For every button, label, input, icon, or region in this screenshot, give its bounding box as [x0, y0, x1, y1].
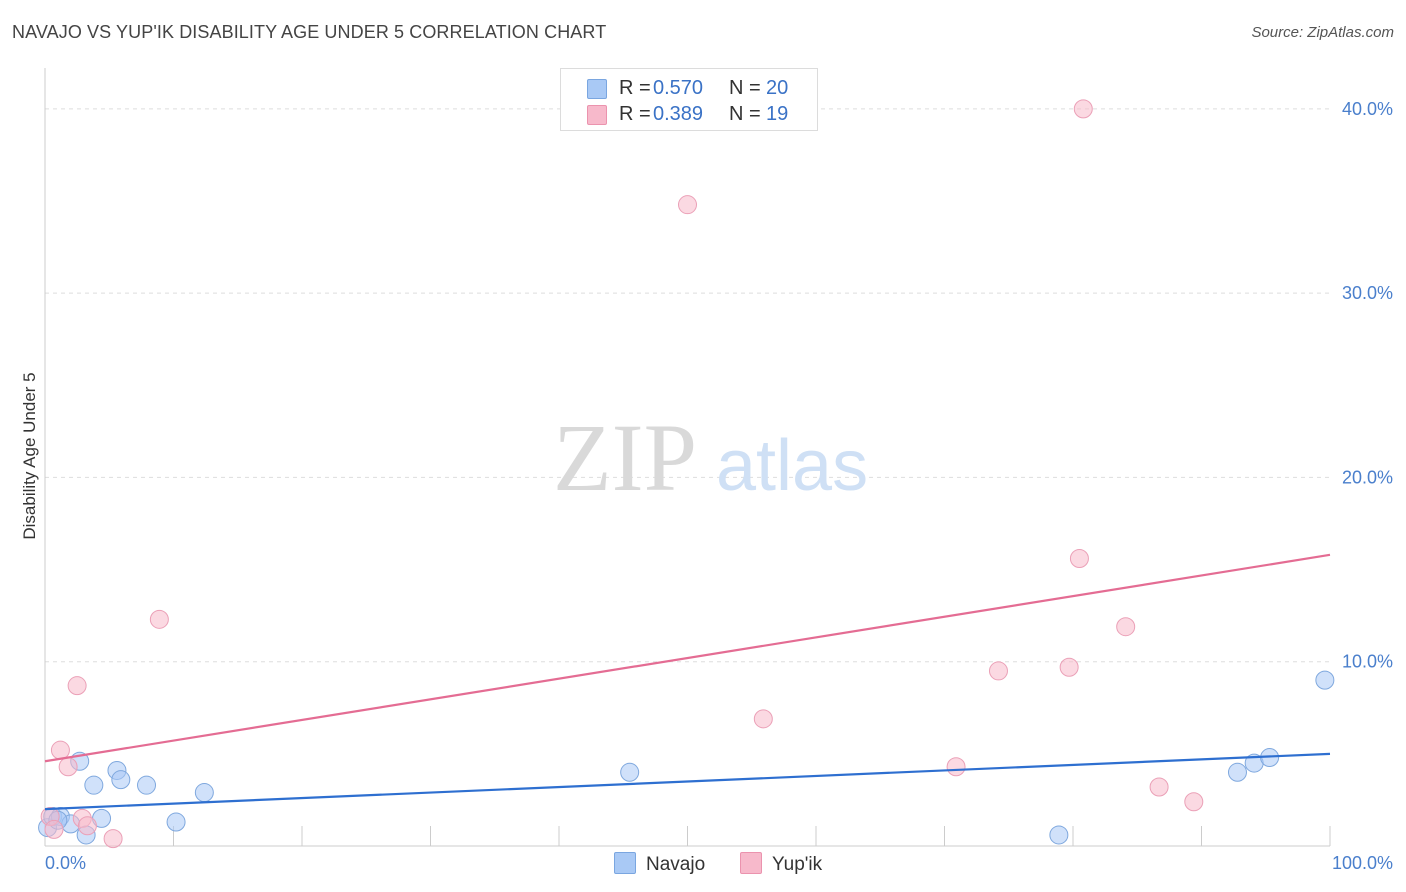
yupik-point — [988, 661, 1008, 681]
y-tick-label: 30.0% — [1342, 283, 1393, 303]
yupik-point — [149, 609, 169, 629]
bottom-legend-navajo: Navajo — [614, 852, 705, 876]
yupik-point — [67, 676, 87, 696]
watermark-atlas: atlas — [716, 426, 868, 506]
yupik-legend-swatch — [740, 852, 762, 874]
yupik-point — [1069, 549, 1089, 569]
navajo-legend-swatch — [614, 852, 636, 874]
yupik-trend-line — [44, 553, 1331, 763]
navajo-point — [194, 783, 214, 803]
tick-labels: 10.0% 20.0% 30.0% 40.0% 0.0% 100.0% — [45, 99, 1393, 873]
yupik-point — [77, 816, 97, 836]
yupik-point — [678, 195, 697, 215]
source-label: Source: ZipAtlas.com — [1251, 24, 1394, 41]
data-points — [38, 99, 1335, 849]
grid-lines — [45, 108, 1330, 663]
r-value: 0.570 — [653, 77, 704, 99]
correlation-legend: R = 0.570 N = 20 R = 0.389 N = 19 — [560, 68, 818, 131]
chart-title: NAVAJO VS YUP'IK DISABILITY AGE UNDER 5 … — [12, 22, 607, 42]
y-tick-label: 20.0% — [1342, 467, 1393, 487]
yupik-point — [1149, 777, 1169, 797]
x-tick-label-min: 0.0% — [45, 853, 86, 873]
trend-lines — [44, 553, 1331, 811]
yupik-point — [1184, 792, 1204, 812]
watermark-zip: ZIP — [553, 404, 697, 511]
x-tick-label-max: 100.0% — [1332, 853, 1393, 873]
n-label: N = — [729, 103, 761, 125]
navajo-point — [166, 812, 186, 832]
bottom-legend-yupik: Yup'ik — [740, 852, 822, 876]
y-tick-label: 40.0% — [1342, 99, 1393, 119]
navajo-point — [1049, 825, 1069, 845]
navajo-swatch — [587, 79, 607, 99]
yupik-point — [1116, 617, 1136, 637]
y-axis-label: Disability Age Under 5 — [20, 372, 39, 540]
navajo-point — [84, 775, 104, 795]
legend-row-yupik: R = 0.389 N = 19 — [561, 101, 817, 127]
yupik-swatch — [587, 105, 607, 125]
yupik-point — [50, 740, 70, 760]
r-value: 0.389 — [653, 103, 704, 125]
yupik-point — [1073, 99, 1093, 119]
legend-row-navajo: R = 0.570 N = 20 — [561, 75, 817, 101]
navajo-point — [620, 762, 640, 782]
navajo-point — [1227, 762, 1247, 782]
axes — [44, 68, 1331, 847]
yupik-point — [946, 757, 966, 777]
n-value: 20 — [766, 77, 789, 99]
navajo-trend-line — [44, 752, 1331, 811]
watermark: ZIP atlas — [553, 404, 868, 511]
navajo-point — [1315, 670, 1335, 690]
n-value: 19 — [766, 103, 789, 125]
r-label: R = — [619, 77, 651, 99]
navajo-point — [137, 775, 157, 795]
yupik-legend-label: Yup'ik — [772, 854, 823, 875]
yupik-point — [103, 829, 123, 849]
navajo-legend-label: Navajo — [646, 854, 706, 875]
n-label: N = — [729, 77, 761, 99]
r-label: R = — [619, 103, 651, 125]
yupik-point — [753, 709, 773, 729]
yupik-point — [1059, 657, 1079, 677]
y-tick-label: 10.0% — [1342, 652, 1393, 672]
yupik-point — [58, 757, 78, 777]
navajo-point — [111, 770, 131, 790]
yupik-point — [44, 819, 64, 839]
